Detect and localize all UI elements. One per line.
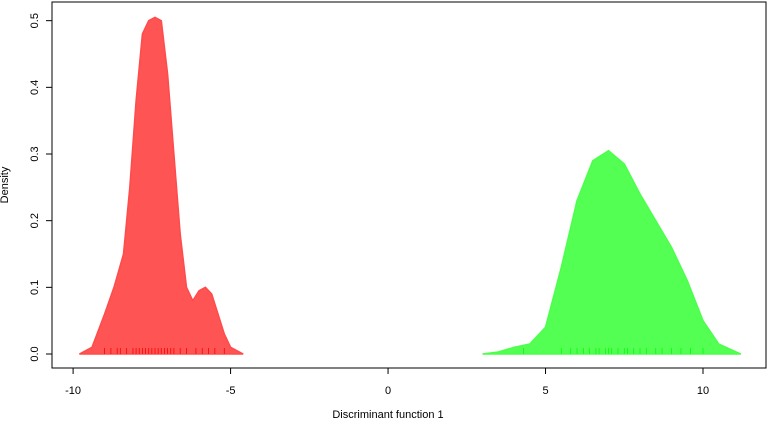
- x-tick-label: 0: [385, 385, 391, 397]
- y-tick-label: 0.5: [29, 13, 41, 28]
- plot-frame: [51, 1, 767, 369]
- y-tick-label: 0.0: [29, 346, 41, 361]
- density-area: [79, 16, 244, 355]
- y-tick-label: 0.2: [29, 213, 41, 228]
- x-tick-label: 5: [542, 385, 548, 397]
- x-tick-label: 10: [697, 385, 709, 397]
- y-tick-label: 0.3: [29, 146, 41, 161]
- y-tick-label: 0.4: [29, 80, 41, 95]
- y-axis-label: Density: [0, 166, 11, 203]
- density-area: [482, 149, 742, 355]
- y-tick-label: 0.1: [29, 280, 41, 295]
- x-tick-label: -10: [65, 385, 81, 397]
- x-axis-label: Discriminant function 1: [332, 409, 443, 421]
- x-tick-label: -5: [226, 385, 236, 397]
